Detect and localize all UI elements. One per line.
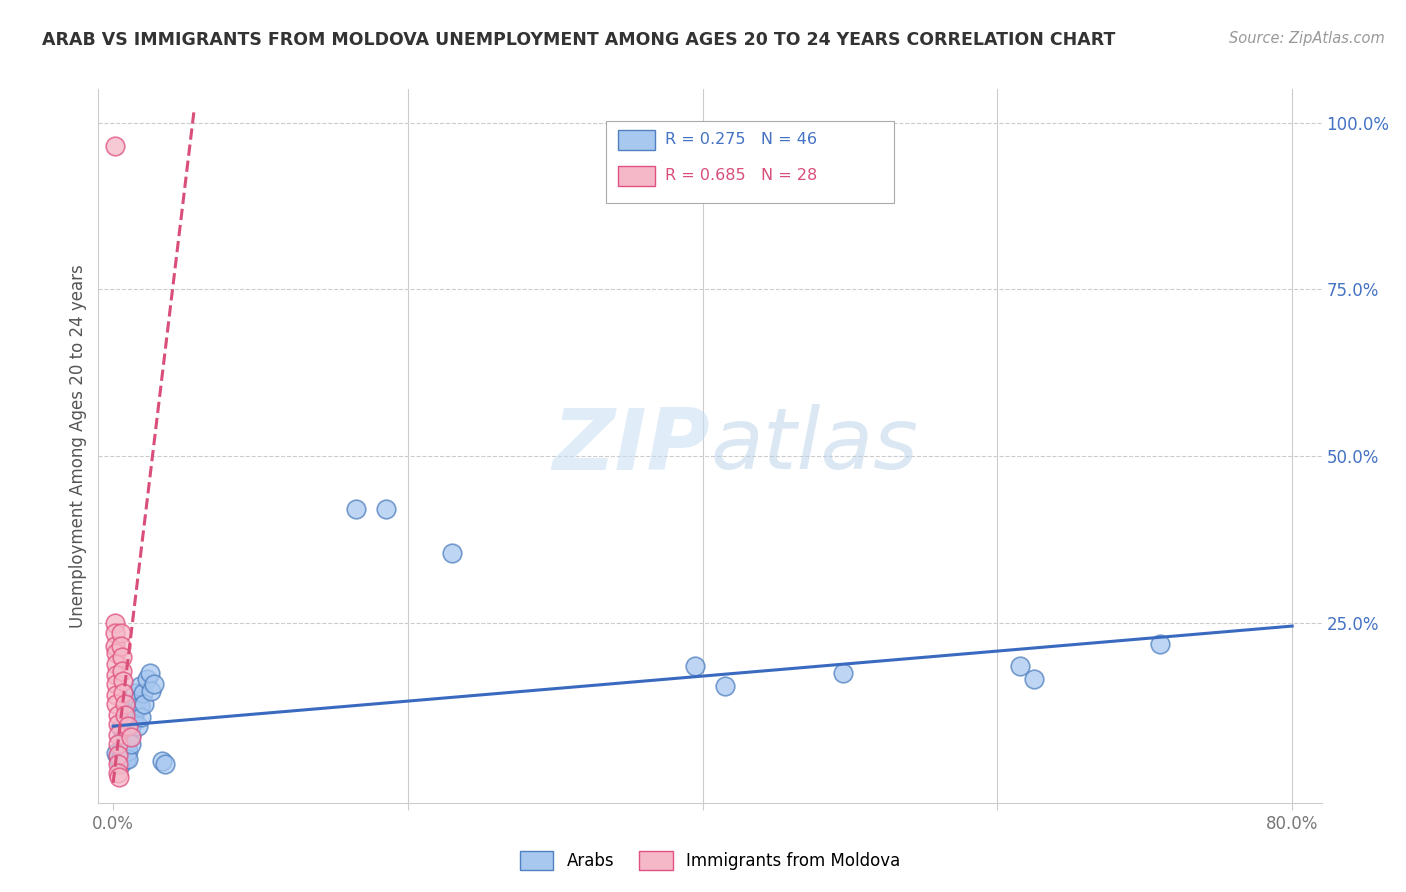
Point (108, 771, 131, 785)
Point (111, 650, 134, 665)
Point (107, 717, 129, 731)
Point (115, 741, 138, 756)
Point (120, 728, 142, 742)
Point (1149, 637, 1171, 651)
Text: ZIP: ZIP (553, 404, 710, 488)
Point (110, 639, 132, 653)
Point (153, 757, 176, 772)
Point (110, 721, 132, 735)
Point (112, 686, 135, 700)
Point (120, 731, 142, 745)
Point (110, 625, 132, 640)
Point (115, 752, 138, 766)
Point (104, 139, 127, 153)
Point (105, 697, 128, 711)
Point (107, 737, 129, 751)
Point (107, 765, 129, 780)
Point (117, 734, 139, 748)
Point (111, 664, 134, 678)
Point (108, 755, 131, 769)
FancyBboxPatch shape (619, 166, 655, 186)
Point (114, 697, 136, 711)
Point (121, 717, 143, 731)
Point (128, 679, 150, 693)
Text: R = 0.275   N = 46: R = 0.275 N = 46 (665, 132, 817, 147)
Point (441, 546, 464, 560)
Point (111, 746, 134, 760)
Point (125, 694, 148, 708)
Text: ARAB VS IMMIGRANTS FROM MOLDOVA UNEMPLOYMENT AMONG AGES 20 TO 24 YEARS CORRELATI: ARAB VS IMMIGRANTS FROM MOLDOVA UNEMPLOY… (42, 31, 1115, 49)
Point (114, 707, 136, 722)
Point (129, 710, 152, 724)
Point (117, 725, 139, 739)
Point (105, 667, 128, 681)
Point (114, 732, 136, 747)
Point (831, 665, 853, 680)
Point (107, 757, 129, 772)
Point (105, 677, 128, 691)
Point (111, 739, 134, 753)
Text: atlas: atlas (710, 404, 918, 488)
Point (139, 665, 162, 680)
Point (105, 646, 128, 660)
Point (136, 673, 159, 687)
Point (1008, 659, 1031, 673)
Point (104, 615, 127, 630)
Point (107, 750, 129, 764)
Point (124, 704, 146, 718)
Point (104, 625, 127, 640)
Point (112, 750, 135, 764)
Point (112, 731, 135, 745)
Point (105, 657, 128, 671)
Point (105, 746, 128, 760)
Point (713, 679, 735, 693)
Point (132, 697, 155, 711)
Point (121, 701, 143, 715)
Point (374, 502, 396, 516)
Point (105, 688, 128, 702)
Point (118, 706, 141, 720)
Point (118, 721, 141, 735)
Point (117, 719, 139, 733)
Point (128, 699, 150, 714)
Point (143, 677, 166, 691)
FancyBboxPatch shape (619, 130, 655, 150)
Point (117, 752, 139, 766)
Point (107, 747, 129, 762)
Point (122, 710, 145, 724)
Point (107, 707, 129, 722)
Text: R = 0.685   N = 28: R = 0.685 N = 28 (665, 168, 817, 183)
Point (141, 683, 163, 698)
Point (104, 639, 127, 653)
Point (110, 757, 132, 772)
Point (114, 713, 136, 727)
Text: Source: ZipAtlas.com: Source: ZipAtlas.com (1229, 31, 1385, 46)
Point (150, 755, 173, 769)
Point (1024, 673, 1046, 687)
Point (107, 728, 129, 742)
FancyBboxPatch shape (606, 121, 893, 203)
Point (344, 502, 367, 516)
Point (685, 659, 707, 673)
Y-axis label: Unemployment Among Ages 20 to 24 years: Unemployment Among Ages 20 to 24 years (69, 264, 87, 628)
Point (131, 686, 153, 700)
Point (124, 686, 146, 700)
Point (127, 719, 149, 733)
Point (117, 719, 139, 733)
Point (120, 737, 142, 751)
Point (112, 674, 135, 689)
Legend: Arabs, Immigrants from Moldova: Arabs, Immigrants from Moldova (513, 844, 907, 877)
Point (117, 744, 139, 758)
